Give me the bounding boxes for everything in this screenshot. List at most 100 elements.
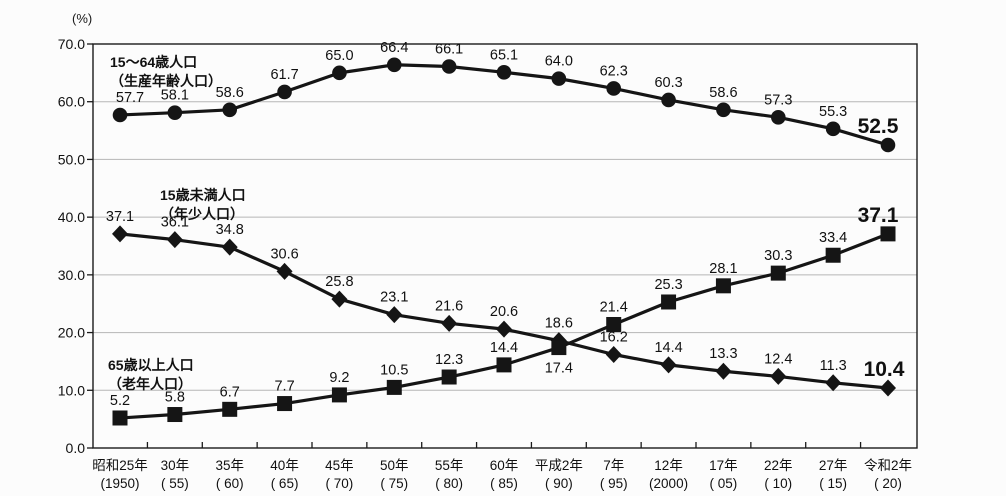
x-tick-label: 令和2年 xyxy=(864,458,912,473)
value-label: 55.3 xyxy=(819,104,847,120)
y-tick-label: 50.0 xyxy=(58,151,85,167)
value-label: 21.6 xyxy=(435,298,463,314)
marker-diamond xyxy=(221,238,238,256)
marker-circle xyxy=(551,71,567,86)
value-label: 10.5 xyxy=(380,362,408,378)
value-label: 14.4 xyxy=(490,340,518,356)
x-tick-sub-label: ( 20) xyxy=(874,476,902,491)
y-tick-label: 70.0 xyxy=(58,36,85,52)
marker-circle xyxy=(277,84,292,100)
value-label: 18.6 xyxy=(545,316,573,332)
marker-diamond xyxy=(660,356,677,374)
annotation-line-1: 15歳未満人口 xyxy=(160,187,246,203)
annotation-line-2: （年少人口） xyxy=(160,206,244,222)
marker-square xyxy=(167,407,183,423)
marker-circle xyxy=(606,81,622,96)
x-tick-label: 昭和25年 xyxy=(92,458,148,473)
marker-circle xyxy=(880,137,896,153)
value-label: 16.2 xyxy=(600,330,628,346)
marker-square xyxy=(551,340,567,356)
annotation-line-2: （生産年齢人口） xyxy=(110,73,222,89)
value-label: 14.4 xyxy=(654,340,682,356)
marker-circle xyxy=(716,102,731,118)
x-tick-label: 12年 xyxy=(654,458,683,473)
marker-diamond xyxy=(331,290,348,308)
marker-circle xyxy=(661,92,676,108)
x-tick-label: 40年 xyxy=(270,458,299,473)
value-label: 28.1 xyxy=(709,261,737,277)
x-tick-label: 50年 xyxy=(380,458,409,473)
value-label: 5.2 xyxy=(110,393,130,409)
marker-diamond xyxy=(496,320,512,338)
x-tick-label: 7年 xyxy=(603,458,624,473)
marker-circle xyxy=(332,65,347,81)
plot-border xyxy=(92,43,918,449)
x-tick-sub-label: ( 75) xyxy=(380,476,408,491)
value-label: 30.6 xyxy=(270,246,298,262)
x-tick-sub-label: ( 60) xyxy=(216,476,244,491)
x-tick-label: 30年 xyxy=(161,458,190,473)
marker-diamond xyxy=(386,306,403,324)
x-tick-label: 60年 xyxy=(490,458,519,473)
marker-square xyxy=(715,278,731,294)
y-tick-label: 60.0 xyxy=(58,94,85,110)
marker-diamond xyxy=(880,379,896,397)
y-axis-unit-label: (%) xyxy=(72,11,93,26)
value-label: 34.8 xyxy=(216,222,244,238)
marker-diamond xyxy=(715,362,732,380)
value-label: 62.3 xyxy=(600,63,628,79)
annotation-line-1: 15～64歳人口 xyxy=(110,54,198,70)
value-label: 11.3 xyxy=(820,358,847,374)
marker-square xyxy=(825,247,841,263)
value-label: 66.4 xyxy=(380,40,408,56)
marker-diamond xyxy=(276,262,293,280)
x-tick-label: 22年 xyxy=(764,458,793,473)
value-label: 52.5 xyxy=(858,115,899,138)
value-label: 37.1 xyxy=(858,204,899,227)
marker-diamond xyxy=(112,225,128,243)
marker-diamond xyxy=(166,231,183,249)
x-tick-label: 45年 xyxy=(325,458,354,473)
value-label: 58.6 xyxy=(709,85,737,101)
marker-square xyxy=(441,369,457,385)
value-label: 65.0 xyxy=(325,48,353,64)
marker-square xyxy=(661,294,677,310)
marker-square xyxy=(277,396,293,412)
value-label: 33.4 xyxy=(819,230,847,246)
x-tick-label: 35年 xyxy=(215,458,244,473)
value-label: 65.1 xyxy=(490,47,518,63)
x-tick-sub-label: ( 55) xyxy=(161,476,189,491)
value-label: 23.1 xyxy=(380,290,408,306)
x-tick-sub-label: ( 10) xyxy=(764,476,792,491)
marker-diamond xyxy=(441,314,458,332)
x-tick-sub-label: ( 95) xyxy=(600,476,628,491)
x-tick-sub-label: ( 70) xyxy=(326,476,354,491)
value-label: 64.0 xyxy=(545,54,573,70)
marker-circle xyxy=(770,109,786,125)
value-label: 7.7 xyxy=(274,379,294,395)
y-tick-label: 10.0 xyxy=(58,382,85,398)
marker-circle xyxy=(825,121,841,137)
value-label: 58.1 xyxy=(161,88,189,104)
value-label: 6.7 xyxy=(220,384,240,400)
marker-square xyxy=(331,387,347,403)
value-label: 25.8 xyxy=(325,274,353,290)
series-annotation-child: 15歳未満人口 （年少人口） xyxy=(160,186,246,224)
x-tick-sub-label: ( 90) xyxy=(545,476,573,491)
value-label: 30.3 xyxy=(764,248,792,264)
marker-circle xyxy=(222,102,238,118)
marker-square xyxy=(606,316,622,332)
value-label: 10.4 xyxy=(864,358,905,381)
marker-diamond xyxy=(770,367,787,385)
value-label: 9.2 xyxy=(329,370,349,386)
marker-diamond xyxy=(825,374,842,392)
marker-circle xyxy=(386,57,402,73)
annotation-line-2: （老年人口） xyxy=(108,376,192,392)
value-label: 60.3 xyxy=(654,75,682,91)
value-label: 57.3 xyxy=(764,92,792,108)
marker-circle xyxy=(112,107,128,123)
value-label: 13.3 xyxy=(709,346,737,362)
value-label: 37.1 xyxy=(106,209,134,225)
marker-circle xyxy=(496,64,512,80)
